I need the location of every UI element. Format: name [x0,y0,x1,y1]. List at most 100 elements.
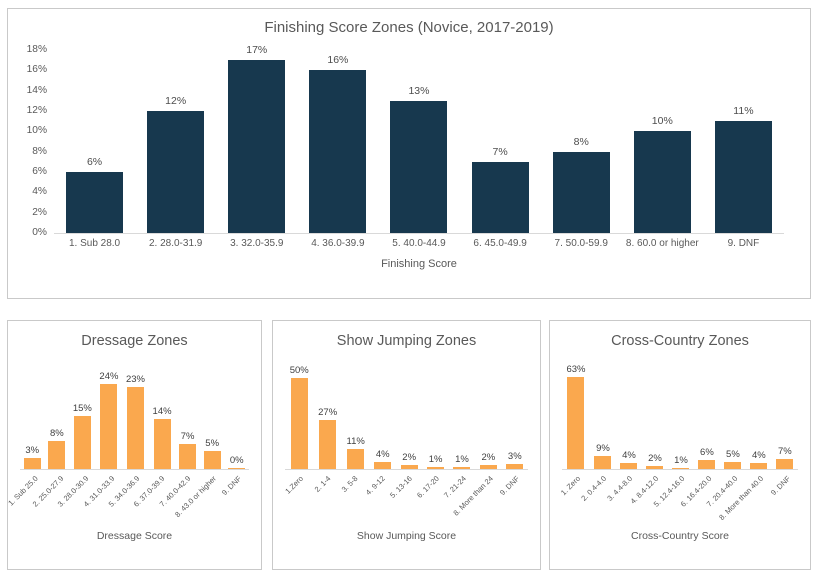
bar [203,451,221,469]
data-label: 8% [49,428,64,439]
bar [471,162,529,233]
bar-group: 2% [400,452,418,469]
data-label: 11% [346,436,365,447]
bar-group: 2% [479,452,497,469]
x-axis-label: 5. 13-16 [388,472,420,526]
bar-group: 4% [620,450,638,469]
bar-group: 27% [318,407,337,469]
x-axis-label: 7. 50.0-59.9 [541,238,622,249]
bar-group: 6% [698,447,716,469]
data-label: 7% [778,446,792,457]
chart-title: Dressage Zones [81,333,188,349]
bar [594,456,612,469]
x-axis-label: 9. DNF [768,472,798,526]
bar-group: 1% [427,454,445,469]
xlabels-row: 1.Zero 2. 1-4 3. 5-8 4. 9-12 5. 13-16 6. 17-2… [284,472,528,526]
y-axis-tick: 14% [26,84,47,96]
y-axis-tick: 12% [26,105,47,116]
x-axis-label-text: 4. 9-12 [363,474,387,497]
bar [374,462,392,469]
bar-group: 4% [374,449,392,469]
bar-group: 8% [48,428,66,469]
x-axis-label-text: 1. Zero [558,474,583,498]
bar [319,420,337,469]
bar-group: 6% [66,156,124,233]
bar [672,468,690,469]
x-axis-title: Cross-Country Score [630,530,730,542]
x-axis-label-text: 4. 36.0-39.9 [311,238,365,249]
data-label: 27% [318,407,338,418]
bars-row: 50% 27% 11% 4% 2% 1% 1% 2% 3% [285,363,528,470]
x-axis-label: 6. 17-20 [415,472,447,526]
bar-group: 3% [23,445,41,469]
bar-group: 4% [750,450,768,469]
data-label: 2% [648,453,662,464]
cross-country-chart-panel: Cross-Country Zones 63% 9% 4% 2% 1% 6% 5% 4% 7% … [549,320,811,570]
bar [646,466,664,469]
data-label: 11% [733,105,754,117]
x-axis-label-text: 9. DNF [219,474,244,498]
x-axis-label: 3. 5-8 [339,472,366,526]
bar [427,467,445,469]
x-axis-label: 1.Zero [284,472,312,526]
bar-group: 10% [633,115,691,233]
data-label: 5% [205,438,220,449]
bar-group: 2% [646,453,664,469]
data-label: 6% [700,447,714,458]
x-axis-label: 2. 28.0-31.9 [135,238,216,249]
y-axis: 0% 2% 4% 6% 8% 10% 12% 14% 16% 18% [16,44,54,238]
data-label: 63% [566,364,586,375]
bar-group: 17% [228,44,286,233]
bar [179,444,197,469]
bar-group: 7% [179,431,197,469]
bar [506,464,524,469]
x-axis-label-text: 3. 5-8 [339,474,360,494]
chart-title: Cross-Country Zones [611,333,749,349]
data-label: 1% [455,454,469,465]
data-label: 50% [289,365,309,376]
bar [228,60,286,233]
bar-group: 8% [552,136,610,233]
x-axis-title: Finishing Score [381,258,457,270]
y-axis-tick: 4% [32,186,47,198]
bar [290,378,308,469]
bar [479,465,497,469]
y-axis-tick: 18% [26,44,47,55]
bar [390,101,448,233]
bar [633,131,691,233]
y-axis-tick: 6% [32,166,47,177]
x-axis-label-text: 1. Sub 28.0 [68,238,121,249]
bar-group: 5% [203,438,221,469]
bar-group: 24% [99,371,118,469]
x-axis-label-text: 9. DNF [727,238,760,249]
bar [714,121,772,233]
bar [620,463,638,469]
x-axis-label-text: 5. 40.0-44.9 [392,238,446,249]
y-axis-tick: 2% [32,206,47,218]
bar [48,441,66,469]
xlabels-row: 1. Sub 28.0 2. 28.0-31.9 3. 32.0-35.9 4. 36… [54,238,784,249]
bar [698,460,716,469]
chart-title: Show Jumping Zones [336,333,477,349]
data-label: 9% [596,443,610,454]
bar [567,377,585,469]
x-axis-label-text: 3. 32.0-35.9 [230,238,284,249]
bar-group: 50% [290,365,309,469]
bar-group: 23% [126,374,145,469]
bar [153,419,171,469]
y-axis-tick: 16% [26,64,47,76]
xlabels-row: 1. Sub 25.0 2. 25.0-27.9 3. 28.0-30.9 4. 31… [8,472,249,526]
data-label: 7% [180,431,195,442]
x-axis-label: 9. DNF [703,238,784,249]
data-label: 17% [246,44,268,56]
bar-group: 9% [594,443,612,469]
x-axis-label: 8. 43.0 or higher [173,472,223,526]
bar-group: 5% [724,449,742,469]
bar-group: 1% [672,455,690,469]
x-axis-title: Dressage Score [96,530,173,542]
data-label: 2% [402,452,417,463]
x-axis-label: 9. DNF [498,472,528,526]
data-label: 12% [165,95,187,107]
data-label: 16% [327,54,349,66]
x-axis-label-text: 9. DNF [768,474,792,498]
